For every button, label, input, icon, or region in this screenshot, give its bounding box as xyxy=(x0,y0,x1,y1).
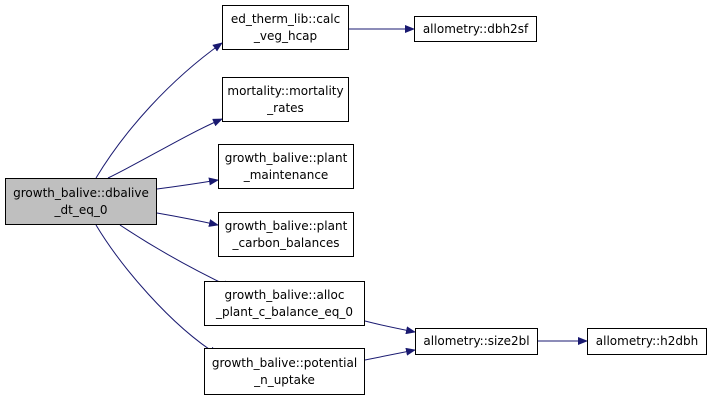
node-plant-maintenance[interactable]: growth_balive::plant _maintenance xyxy=(218,144,354,189)
node-dbh2sf-line-1: allometry::dbh2sf xyxy=(422,21,529,36)
node-potential-n-uptake-line-2: _n_uptake xyxy=(254,372,315,387)
node-h2dbh-line-1: allometry::h2dbh xyxy=(595,334,699,348)
node-plant-maintenance-line-2: _maintenance xyxy=(243,167,329,182)
node-alloc-plant-c-balance-line-2: _plant_c_balance_eq_0 xyxy=(215,304,354,319)
node-alloc-plant-c-balance[interactable]: growth_balive::alloc _plant_c_balance_eq… xyxy=(204,281,365,326)
edge-dbalive-to-plant-carbon-balances xyxy=(156,212,219,227)
node-dbalive-line-2: _dt_eq_0 xyxy=(54,202,108,217)
node-calc-veg-hcap-line-2: _veg_hcap xyxy=(253,28,318,43)
edge-dbalive-to-calc-veg-hcap xyxy=(95,42,223,179)
node-dbalive: growth_balive::dbalive _dt_eq_0 xyxy=(5,178,157,225)
node-plant-carbon-balances-line-2: _carbon_balances xyxy=(232,235,340,250)
node-alloc-plant-c-balance-line-1: growth_balive::alloc xyxy=(224,287,345,302)
edge-dbalive-to-potential-n-uptake xyxy=(95,224,219,356)
node-mortality-rates-line-2: _rates xyxy=(267,100,304,115)
node-calc-veg-hcap-line-1: ed_therm_lib::calc xyxy=(230,11,341,26)
node-dbh2sf[interactable]: allometry::dbh2sf xyxy=(414,16,537,42)
edge-alloc-plant-c-balance-to-size2bl xyxy=(364,320,416,335)
edge-dbalive-to-alloc-plant-c-balance xyxy=(119,224,233,289)
edge-dbalive-to-mortality-rates xyxy=(107,118,223,179)
node-mortality-rates[interactable]: mortality::mortality _rates xyxy=(222,77,349,122)
node-plant-carbon-balances[interactable]: growth_balive::plant _carbon_balances xyxy=(218,212,354,257)
edge-potential-n-uptake-to-size2bl xyxy=(364,347,416,361)
node-plant-maintenance-line-1: growth_balive::plant xyxy=(224,150,348,165)
edges xyxy=(95,25,588,361)
node-calc-veg-hcap[interactable]: ed_therm_lib::calc _veg_hcap xyxy=(222,5,349,50)
node-h2dbh[interactable]: allometry::h2dbh xyxy=(587,328,707,355)
node-size2bl-line-1: allometry::size2bl xyxy=(423,334,530,348)
node-potential-n-uptake-line-1: growth_balive::potential xyxy=(211,355,358,370)
edge-dbalive-to-plant-maintenance xyxy=(156,177,219,190)
node-size2bl[interactable]: allometry::size2bl xyxy=(415,328,538,355)
node-potential-n-uptake[interactable]: growth_balive::potential _n_uptake xyxy=(204,348,365,395)
node-plant-carbon-balances-line-1: growth_balive::plant xyxy=(224,218,348,233)
node-mortality-rates-line-1: mortality::mortality xyxy=(227,83,344,98)
node-dbalive-line-1: growth_balive::dbalive xyxy=(13,185,149,200)
